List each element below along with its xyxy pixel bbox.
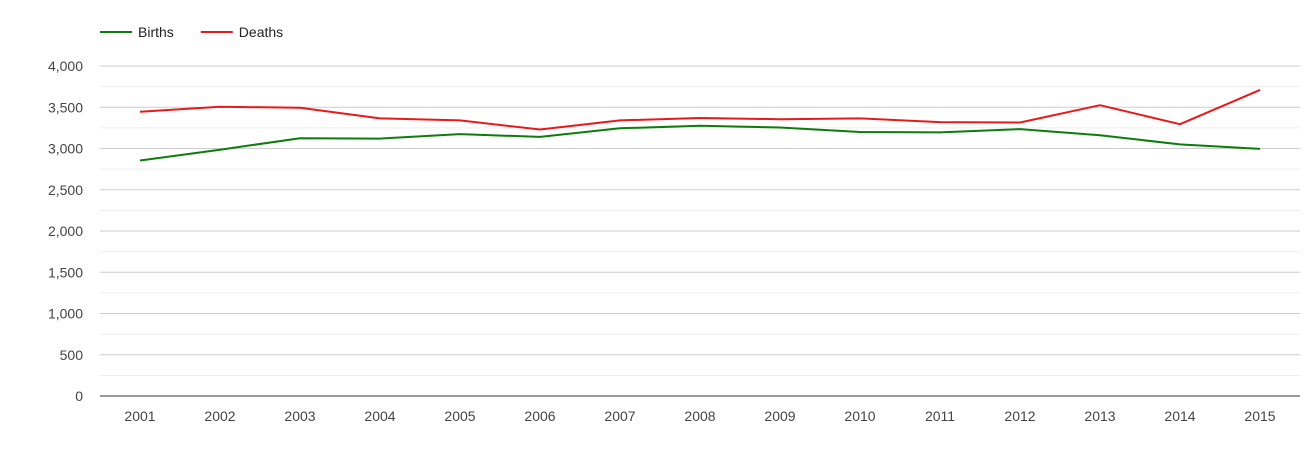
x-tick-label: 2010 [844, 408, 875, 424]
x-tick-label: 2005 [444, 408, 475, 424]
legend-item-deaths: Deaths [200, 24, 283, 40]
series-line-deaths [139, 88, 1261, 131]
y-tick-label: 2,500 [48, 182, 83, 198]
x-tick-label: 2003 [284, 408, 315, 424]
legend-item-births: Births [100, 24, 174, 40]
gridlines [100, 65, 1300, 376]
y-tick-label: 0 [75, 388, 83, 404]
x-tick-label: 2002 [204, 408, 235, 424]
y-tick-label: 500 [60, 347, 84, 363]
series-births [139, 124, 1261, 162]
series-lines [139, 88, 1261, 162]
x-tick-label: 2012 [1004, 408, 1035, 424]
y-tick-label: 1,500 [48, 264, 83, 280]
y-tick-label: 2,000 [48, 223, 83, 239]
x-tick-label: 2013 [1084, 408, 1115, 424]
x-tick-label: 2007 [604, 408, 635, 424]
x-tick-label: 2015 [1244, 408, 1275, 424]
series-line-births [139, 124, 1261, 162]
y-tick-label: 4,000 [48, 58, 83, 74]
x-tick-label: 2008 [684, 408, 715, 424]
x-tick-label: 2009 [764, 408, 795, 424]
x-tick-label: 2014 [1164, 408, 1195, 424]
legend-label: Deaths [239, 24, 283, 40]
x-tick-label: 2004 [364, 408, 395, 424]
y-tick-label: 3,000 [48, 141, 83, 157]
x-tick-label: 2006 [524, 408, 555, 424]
series-deaths [139, 88, 1261, 131]
x-axis-tick-labels: 2001 2002 2003 2004 2005 2006 2007 2008 2009 2010… [124, 408, 1275, 424]
x-tick-label: 2001 [124, 408, 155, 424]
x-tick-label: 2011 [925, 408, 955, 424]
legend-label: Births [138, 24, 174, 40]
y-axis-tick-labels: 0 500 1,000 1,500 2,000 2,500 3,000 3,500 4,000 [48, 58, 83, 404]
y-tick-label: 3,500 [48, 99, 83, 115]
y-tick-label: 1,000 [48, 306, 83, 322]
legend: Births Deaths [100, 24, 283, 40]
